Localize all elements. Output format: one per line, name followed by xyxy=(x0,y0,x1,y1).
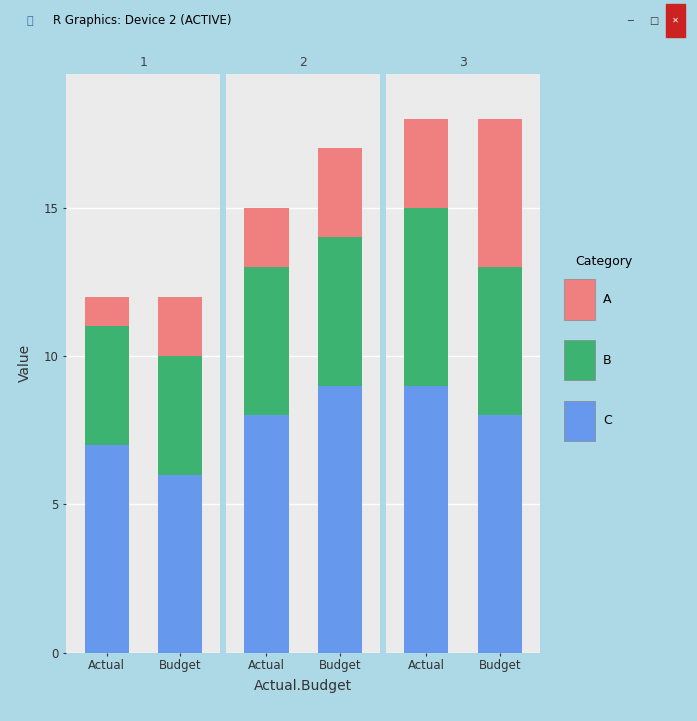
Text: Actual.Budget: Actual.Budget xyxy=(254,679,352,694)
Text: A: A xyxy=(603,293,611,306)
Bar xyxy=(84,296,129,327)
Bar xyxy=(245,208,289,267)
Bar xyxy=(564,401,595,441)
Bar xyxy=(477,415,522,653)
Text: R Graphics: Device 2 (ACTIVE): R Graphics: Device 2 (ACTIVE) xyxy=(53,14,231,27)
Bar xyxy=(318,149,362,237)
Bar xyxy=(404,386,448,653)
Text: 2: 2 xyxy=(299,56,307,69)
Bar xyxy=(245,267,289,415)
Text: 1: 1 xyxy=(139,56,147,69)
Bar xyxy=(318,237,362,386)
Bar xyxy=(666,4,685,37)
Bar xyxy=(564,280,595,320)
Text: C: C xyxy=(603,415,612,428)
Bar xyxy=(404,208,448,386)
Bar xyxy=(404,119,448,208)
Text: Ⓡ: Ⓡ xyxy=(26,16,33,25)
Bar xyxy=(477,267,522,415)
Text: Category: Category xyxy=(575,255,632,268)
Bar xyxy=(84,445,129,653)
Text: 3: 3 xyxy=(459,56,467,69)
Bar xyxy=(84,327,129,445)
Text: B: B xyxy=(603,354,611,367)
Bar xyxy=(158,474,202,653)
Text: Value: Value xyxy=(17,345,31,382)
Text: ─: ─ xyxy=(627,16,633,25)
Bar xyxy=(564,340,595,381)
Bar xyxy=(158,296,202,356)
Text: □: □ xyxy=(650,16,659,25)
Text: ✕: ✕ xyxy=(672,16,679,25)
Bar xyxy=(245,415,289,653)
Bar xyxy=(477,119,522,267)
Bar xyxy=(158,356,202,474)
Bar xyxy=(318,386,362,653)
